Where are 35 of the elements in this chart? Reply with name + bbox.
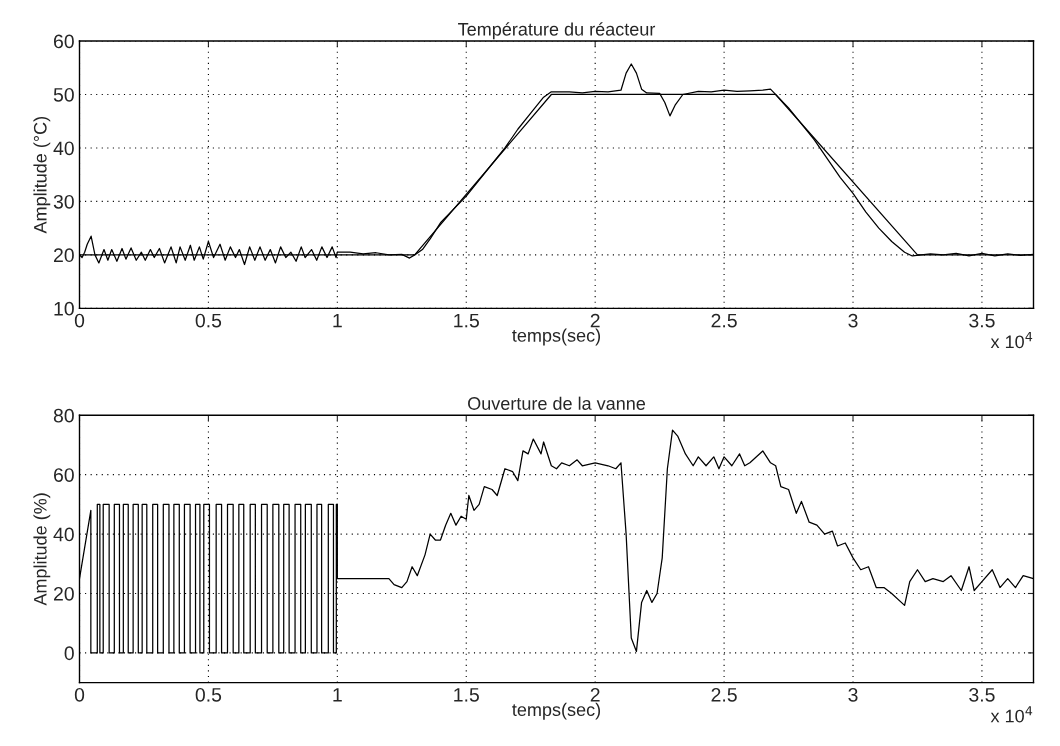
x-tick-label: 0 [74,313,85,328]
y-tick-label: 40 [53,141,74,156]
text: x 10$^{4}$ [990,706,1033,723]
x-tick-label: 3 [848,313,858,328]
x-tick-label: 1.5 [454,688,479,702]
y-tick-label: 30 [53,194,74,209]
x-tick-label: 1 [333,688,342,702]
x-tick-label: 0 [74,687,85,702]
y-tick-label: 10 [54,301,74,316]
x-tick-label: 0.5 [195,313,222,328]
y-tick-label: 50 [53,87,74,102]
x-tick-label: 3 [848,687,858,702]
y-axis-title: Amplitude (°C) [33,117,51,234]
chart-title: Température du réacteur [458,22,656,40]
x-tick-label: 0.5 [195,687,222,702]
x-tick-label: 2.5 [711,687,737,702]
x-tick-label: 2 [590,687,600,702]
text: x 10$^{4}$ [990,331,1033,349]
chart-title: Ouverture de la vanne [468,396,646,410]
x-tick-label: 2.5 [711,313,737,328]
x-tick-label: 3.5 [969,313,995,328]
y-tick-label: 20 [53,586,74,601]
x-tick-label: 3.5 [969,687,995,702]
y-tick-label: 80 [53,408,74,423]
y-tick-label: 20 [53,248,74,263]
y-axis-title: Amplitude (%) [33,493,51,606]
y-tick-label: 60 [54,34,74,49]
y-tick-label: 60 [54,468,74,482]
x-tick-label: 1.5 [454,313,479,328]
y-tick-label: 40 [53,527,74,542]
x-axis-title: temps(sec) [512,702,601,720]
x-tick-label: 1 [333,313,342,328]
y-tick-label: 0 [64,646,74,661]
x-axis-title: temps(sec) [512,328,601,346]
x-tick-label: 2 [590,313,600,328]
